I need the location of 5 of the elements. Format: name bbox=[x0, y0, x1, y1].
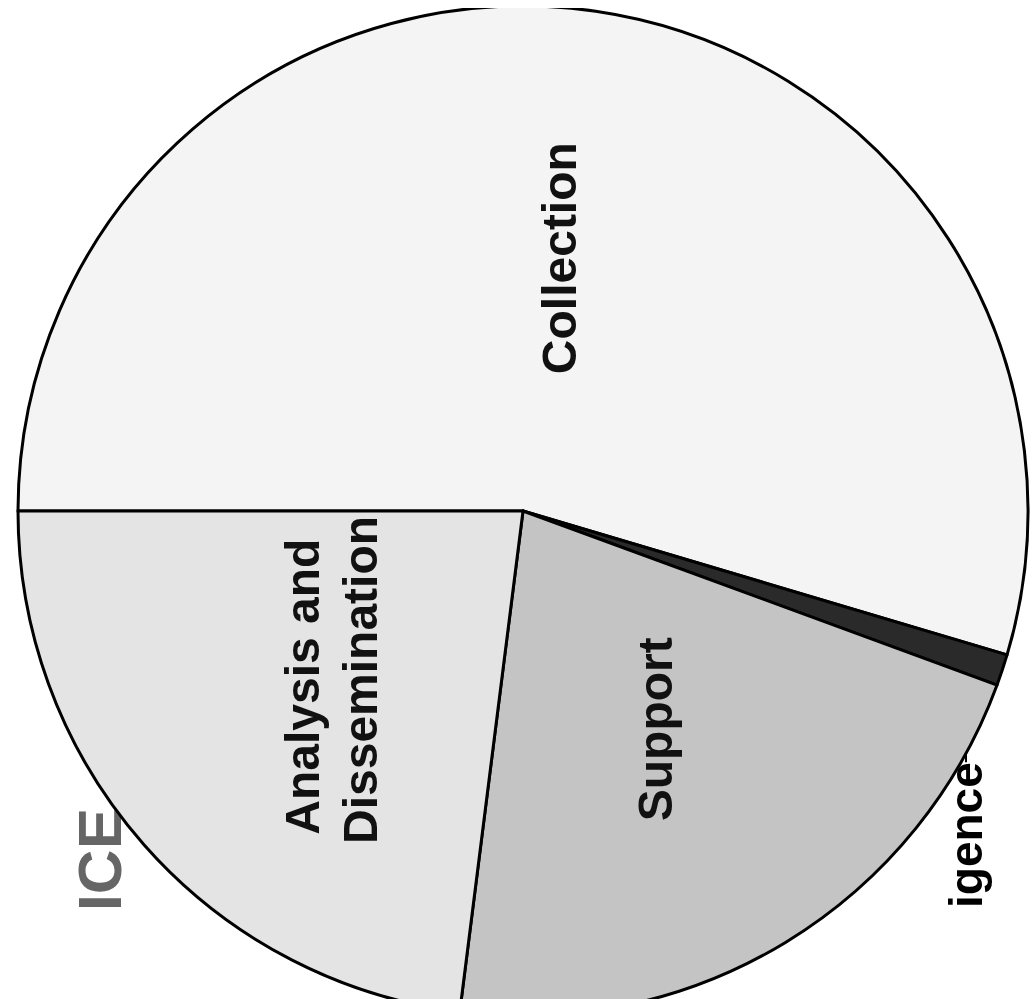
slice-label: Collection bbox=[533, 142, 587, 375]
slice-label: Analysis and Dissemination bbox=[275, 515, 387, 844]
slice-label: Support bbox=[629, 637, 683, 822]
text: ICE bbox=[64, 807, 134, 912]
slice-label: igence bbox=[940, 762, 992, 908]
